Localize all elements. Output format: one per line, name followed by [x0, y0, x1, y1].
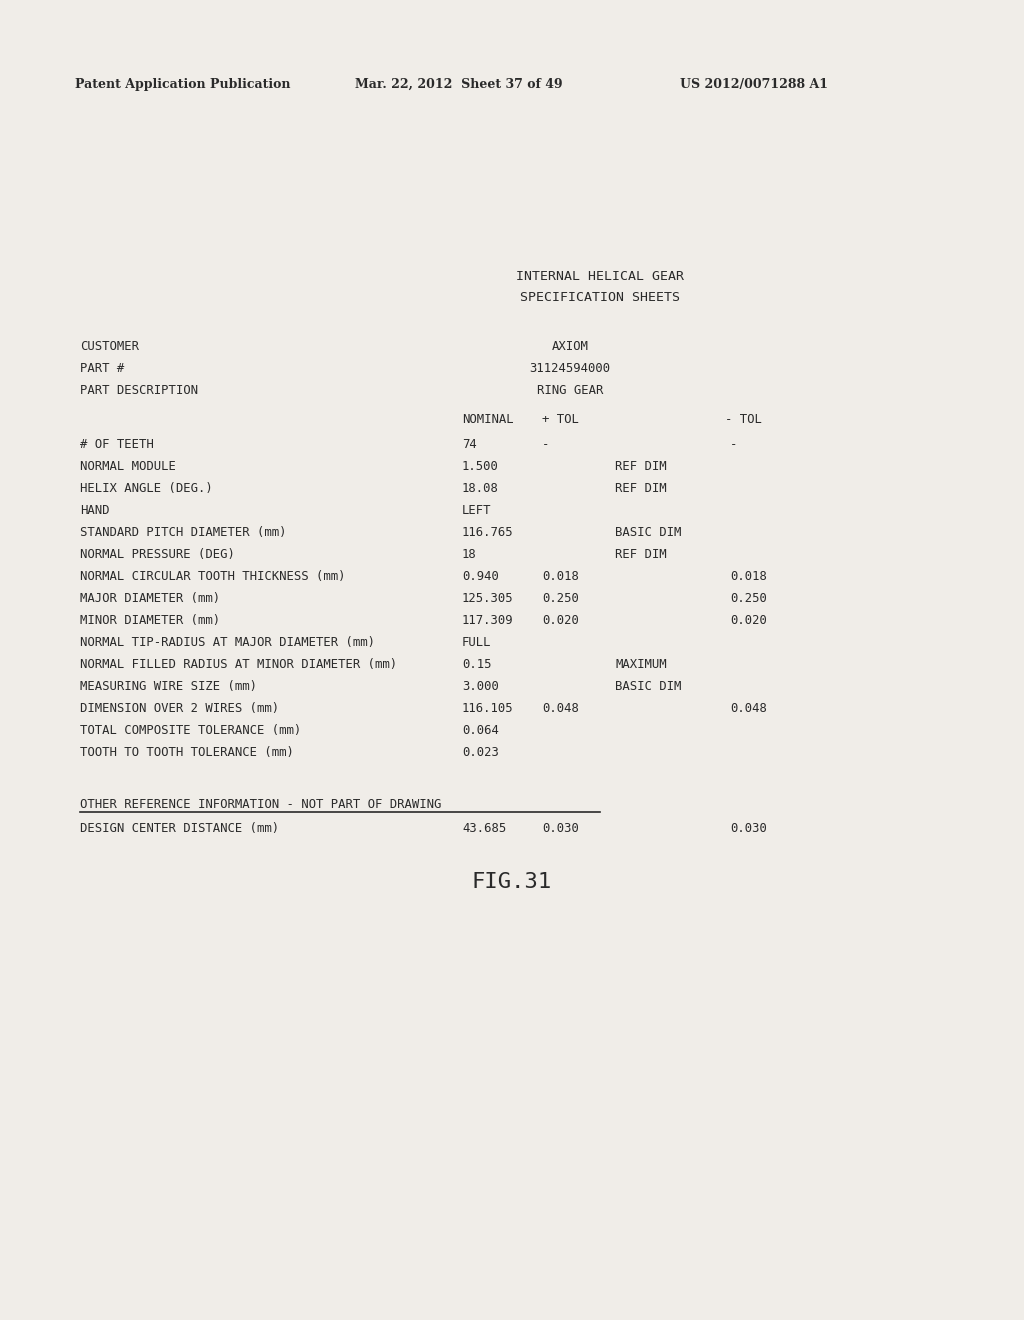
Text: FIG.31: FIG.31	[472, 873, 552, 892]
Text: OTHER REFERENCE INFORMATION - NOT PART OF DRAWING: OTHER REFERENCE INFORMATION - NOT PART O…	[80, 799, 441, 810]
Text: DESIGN CENTER DISTANCE (mm): DESIGN CENTER DISTANCE (mm)	[80, 822, 280, 836]
Text: 125.305: 125.305	[462, 591, 514, 605]
Text: NORMAL CIRCULAR TOOTH THICKNESS (mm): NORMAL CIRCULAR TOOTH THICKNESS (mm)	[80, 570, 345, 583]
Text: DIMENSION OVER 2 WIRES (mm): DIMENSION OVER 2 WIRES (mm)	[80, 702, 280, 715]
Text: HELIX ANGLE (DEG.): HELIX ANGLE (DEG.)	[80, 482, 213, 495]
Text: 0.023: 0.023	[462, 746, 499, 759]
Text: 3.000: 3.000	[462, 680, 499, 693]
Text: REF DIM: REF DIM	[615, 482, 667, 495]
Text: US 2012/0071288 A1: US 2012/0071288 A1	[680, 78, 828, 91]
Text: Patent Application Publication: Patent Application Publication	[75, 78, 291, 91]
Text: 0.250: 0.250	[542, 591, 579, 605]
Text: HAND: HAND	[80, 504, 110, 517]
Text: Mar. 22, 2012  Sheet 37 of 49: Mar. 22, 2012 Sheet 37 of 49	[355, 78, 562, 91]
Text: 0.048: 0.048	[730, 702, 767, 715]
Text: 116.765: 116.765	[462, 525, 514, 539]
Text: 0.030: 0.030	[542, 822, 579, 836]
Text: 18: 18	[462, 548, 477, 561]
Text: MEASURING WIRE SIZE (mm): MEASURING WIRE SIZE (mm)	[80, 680, 257, 693]
Text: 18.08: 18.08	[462, 482, 499, 495]
Text: MINOR DIAMETER (mm): MINOR DIAMETER (mm)	[80, 614, 220, 627]
Text: TOOTH TO TOOTH TOLERANCE (mm): TOOTH TO TOOTH TOLERANCE (mm)	[80, 746, 294, 759]
Text: MAJOR DIAMETER (mm): MAJOR DIAMETER (mm)	[80, 591, 220, 605]
Text: 0.250: 0.250	[730, 591, 767, 605]
Text: 0.15: 0.15	[462, 657, 492, 671]
Text: 0.030: 0.030	[730, 822, 767, 836]
Text: 74: 74	[462, 438, 477, 451]
Text: NORMAL TIP-RADIUS AT MAJOR DIAMETER (mm): NORMAL TIP-RADIUS AT MAJOR DIAMETER (mm)	[80, 636, 375, 649]
Text: - TOL: - TOL	[725, 413, 762, 426]
Text: NORMAL MODULE: NORMAL MODULE	[80, 459, 176, 473]
Text: 0.048: 0.048	[542, 702, 579, 715]
Text: 43.685: 43.685	[462, 822, 506, 836]
Text: FULL: FULL	[462, 636, 492, 649]
Text: 0.020: 0.020	[542, 614, 579, 627]
Text: NORMAL PRESSURE (DEG): NORMAL PRESSURE (DEG)	[80, 548, 234, 561]
Text: 0.018: 0.018	[730, 570, 767, 583]
Text: + TOL: + TOL	[542, 413, 579, 426]
Text: PART #: PART #	[80, 362, 124, 375]
Text: LEFT: LEFT	[462, 504, 492, 517]
Text: CUSTOMER: CUSTOMER	[80, 341, 139, 352]
Text: REF DIM: REF DIM	[615, 548, 667, 561]
Text: SPECIFICATION SHEETS: SPECIFICATION SHEETS	[520, 290, 680, 304]
Text: NORMAL FILLED RADIUS AT MINOR DIAMETER (mm): NORMAL FILLED RADIUS AT MINOR DIAMETER (…	[80, 657, 397, 671]
Text: 0.940: 0.940	[462, 570, 499, 583]
Text: INTERNAL HELICAL GEAR: INTERNAL HELICAL GEAR	[516, 271, 684, 282]
Text: MAXIMUM: MAXIMUM	[615, 657, 667, 671]
Text: PART DESCRIPTION: PART DESCRIPTION	[80, 384, 198, 397]
Text: TOTAL COMPOSITE TOLERANCE (mm): TOTAL COMPOSITE TOLERANCE (mm)	[80, 723, 301, 737]
Text: 0.020: 0.020	[730, 614, 767, 627]
Text: 116.105: 116.105	[462, 702, 514, 715]
Text: NOMINAL: NOMINAL	[462, 413, 514, 426]
Text: 117.309: 117.309	[462, 614, 514, 627]
Text: 1.500: 1.500	[462, 459, 499, 473]
Text: BASIC DIM: BASIC DIM	[615, 525, 681, 539]
Text: BASIC DIM: BASIC DIM	[615, 680, 681, 693]
Text: 0.018: 0.018	[542, 570, 579, 583]
Text: 31124594000: 31124594000	[529, 362, 610, 375]
Text: REF DIM: REF DIM	[615, 459, 667, 473]
Text: # OF TEETH: # OF TEETH	[80, 438, 154, 451]
Text: STANDARD PITCH DIAMETER (mm): STANDARD PITCH DIAMETER (mm)	[80, 525, 287, 539]
Text: AXIOM: AXIOM	[552, 341, 589, 352]
Text: -: -	[542, 438, 549, 451]
Text: 0.064: 0.064	[462, 723, 499, 737]
Text: -: -	[730, 438, 737, 451]
Text: RING GEAR: RING GEAR	[537, 384, 603, 397]
